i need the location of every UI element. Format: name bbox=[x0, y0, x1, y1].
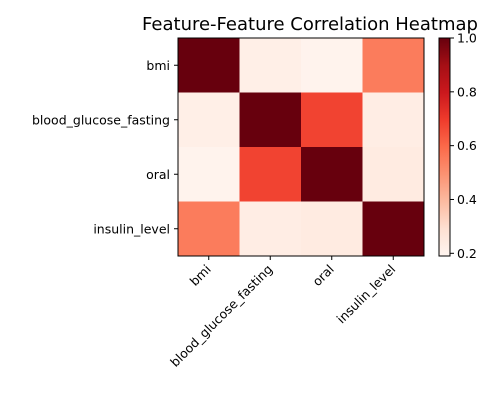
heatmap-cell bbox=[362, 147, 425, 202]
y-tick-label: bmi bbox=[146, 58, 170, 73]
heatmap-cell bbox=[301, 147, 363, 202]
x-tick-label: bmi bbox=[187, 262, 214, 289]
colorbar-tick-label: 0.8 bbox=[457, 84, 477, 99]
colorbar-tick-label: 0.2 bbox=[457, 246, 477, 261]
heatmap-cell bbox=[362, 201, 425, 257]
heatmap-cell bbox=[239, 92, 302, 148]
chart-title: Feature-Feature Correlation Heatmap bbox=[142, 14, 478, 35]
heatmap-cells bbox=[178, 38, 425, 257]
heatmap-cell bbox=[301, 201, 363, 257]
heatmap-cell bbox=[301, 38, 363, 93]
colorbar-tick-label: 1.0 bbox=[457, 31, 477, 46]
y-tick-label: oral bbox=[146, 167, 170, 182]
heatmap-cell bbox=[239, 38, 302, 93]
heatmap-cell bbox=[178, 92, 240, 148]
x-tick-label: insulin_level bbox=[334, 262, 399, 327]
heatmap-cell bbox=[178, 201, 240, 257]
heatmap-cell bbox=[239, 201, 302, 257]
y-tick-label: insulin_level bbox=[93, 221, 170, 236]
x-tick-label: blood_glucose_fasting bbox=[167, 262, 275, 370]
colorbar-ticks: 0.2 0.4 0.6 0.8 1.0 bbox=[450, 31, 477, 261]
colorbar-tick-label: 0.6 bbox=[457, 138, 477, 153]
colorbar-tick-label: 0.4 bbox=[457, 192, 477, 207]
heatmap-cell bbox=[301, 92, 363, 148]
y-tick-label: blood_glucose_fasting bbox=[32, 112, 170, 127]
heatmap-cell bbox=[178, 38, 240, 93]
heatmap-cell bbox=[362, 38, 425, 93]
heatmap-cell bbox=[178, 147, 240, 202]
heatmap-frame bbox=[177, 37, 425, 257]
heatmap-cell bbox=[362, 92, 425, 148]
x-tick-label: oral bbox=[309, 262, 337, 290]
colorbar bbox=[438, 37, 451, 257]
heatmap-cell bbox=[239, 147, 302, 202]
